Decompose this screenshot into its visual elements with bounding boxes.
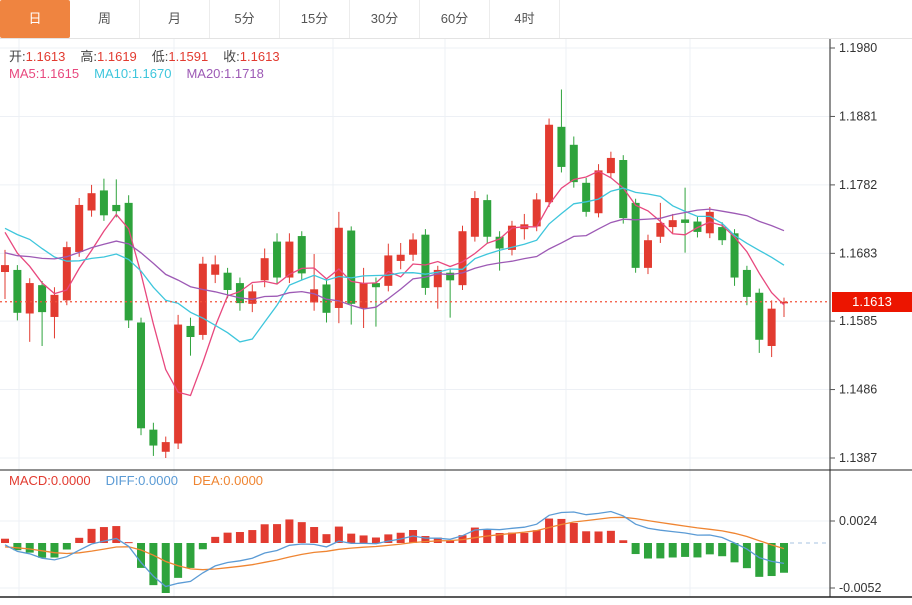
ma10-line xyxy=(4,187,785,343)
ma-label: MA20: xyxy=(186,66,225,81)
macd-tick-label: 0.0024 xyxy=(839,514,877,528)
tab-15分[interactable]: 15分 xyxy=(280,0,350,38)
tab-60分[interactable]: 60分 xyxy=(420,0,490,38)
tab-周[interactable]: 周 xyxy=(70,0,140,38)
macd-label: MACD: xyxy=(9,473,51,488)
macd-tick-label: -0.0052 xyxy=(839,581,881,595)
ma-value: 1.1615 xyxy=(39,66,80,81)
price-tick-label: 1.1782 xyxy=(839,178,877,192)
dea-line xyxy=(4,516,785,571)
ma-legend: MA5:1.1615 MA10:1.1670 MA20:1.1718 xyxy=(9,66,279,81)
price-axis: 1.1980 1.1881 1.1782 1.1683 1.1585 1.1486 1.13… xyxy=(830,41,877,465)
tab-30分[interactable]: 30分 xyxy=(350,0,420,38)
ma20-line xyxy=(4,208,785,310)
price-tick-label: 1.1585 xyxy=(839,314,877,328)
macd-legend: MACD:0.0000 DIFF:0.0000 DEA:0.0000 xyxy=(9,473,278,488)
macd-label: DEA: xyxy=(192,473,224,488)
ma-item: MA20:1.1718 xyxy=(186,66,263,81)
ohlc-item: 收:1.1613 xyxy=(223,49,279,64)
panel-borders xyxy=(0,38,912,598)
ma-label: MA5: xyxy=(9,66,40,81)
price-tick-label: 1.1387 xyxy=(839,451,877,465)
ohlc-value: 1.1613 xyxy=(25,49,66,64)
macd-panel-area[interactable] xyxy=(0,470,830,597)
price-tick-label: 1.1486 xyxy=(839,383,877,397)
diff-line xyxy=(4,510,785,588)
macd-item: DIFF:0.0000 xyxy=(106,473,178,488)
ma-label: MA10: xyxy=(94,66,132,81)
tab-月[interactable]: 月 xyxy=(140,0,210,38)
ohlc-item: 开:1.1613 xyxy=(9,49,65,64)
price-tick-label: 1.1683 xyxy=(839,246,877,260)
macd-item: DEA:0.0000 xyxy=(193,473,263,488)
ohlc-item: 低:1.1591 xyxy=(152,49,208,64)
ohlc-legend: 开:1.1613 高:1.1619 低:1.1591 收:1.1613 xyxy=(9,46,295,65)
macd-item: MACD:0.0000 xyxy=(9,473,91,488)
price-tick-label: 1.1980 xyxy=(839,41,877,55)
ohlc-item: 高:1.1619 xyxy=(80,49,136,64)
ohlc-value: 1.1613 xyxy=(239,49,280,64)
current-price-badge: 1.1613 xyxy=(832,292,912,312)
ma-item: MA10:1.1670 xyxy=(94,66,171,81)
ma-value: 1.1718 xyxy=(224,66,264,81)
ma-value: 1.1670 xyxy=(131,66,172,81)
price-tick-label: 1.1881 xyxy=(839,109,877,123)
main-chart-area[interactable] xyxy=(0,38,830,470)
ohlc-label: 开: xyxy=(9,49,26,64)
macd-value: 0.0000 xyxy=(138,473,178,488)
ma-item: MA5:1.1615 xyxy=(9,66,79,81)
macd-value: 0.0000 xyxy=(223,473,264,488)
tab-日[interactable]: 日 xyxy=(0,0,70,38)
macd-label: DIFF: xyxy=(105,473,139,488)
macd-axis: 0.0024 -0.0052 xyxy=(830,514,881,595)
tab-5分[interactable]: 5分 xyxy=(210,0,280,38)
timeframe-tab-bar: 日周月 5分 15分 30分 60分 4时 xyxy=(0,0,912,39)
ohlc-value: 1.1619 xyxy=(97,49,137,64)
ohlc-label: 高: xyxy=(80,49,98,64)
ohlc-label: 收: xyxy=(223,49,240,64)
tab-4时[interactable]: 4时 xyxy=(490,0,560,38)
ohlc-value: 1.1591 xyxy=(168,49,209,64)
macd-value: 0.0000 xyxy=(50,473,91,488)
ohlc-label: 低: xyxy=(151,49,169,64)
